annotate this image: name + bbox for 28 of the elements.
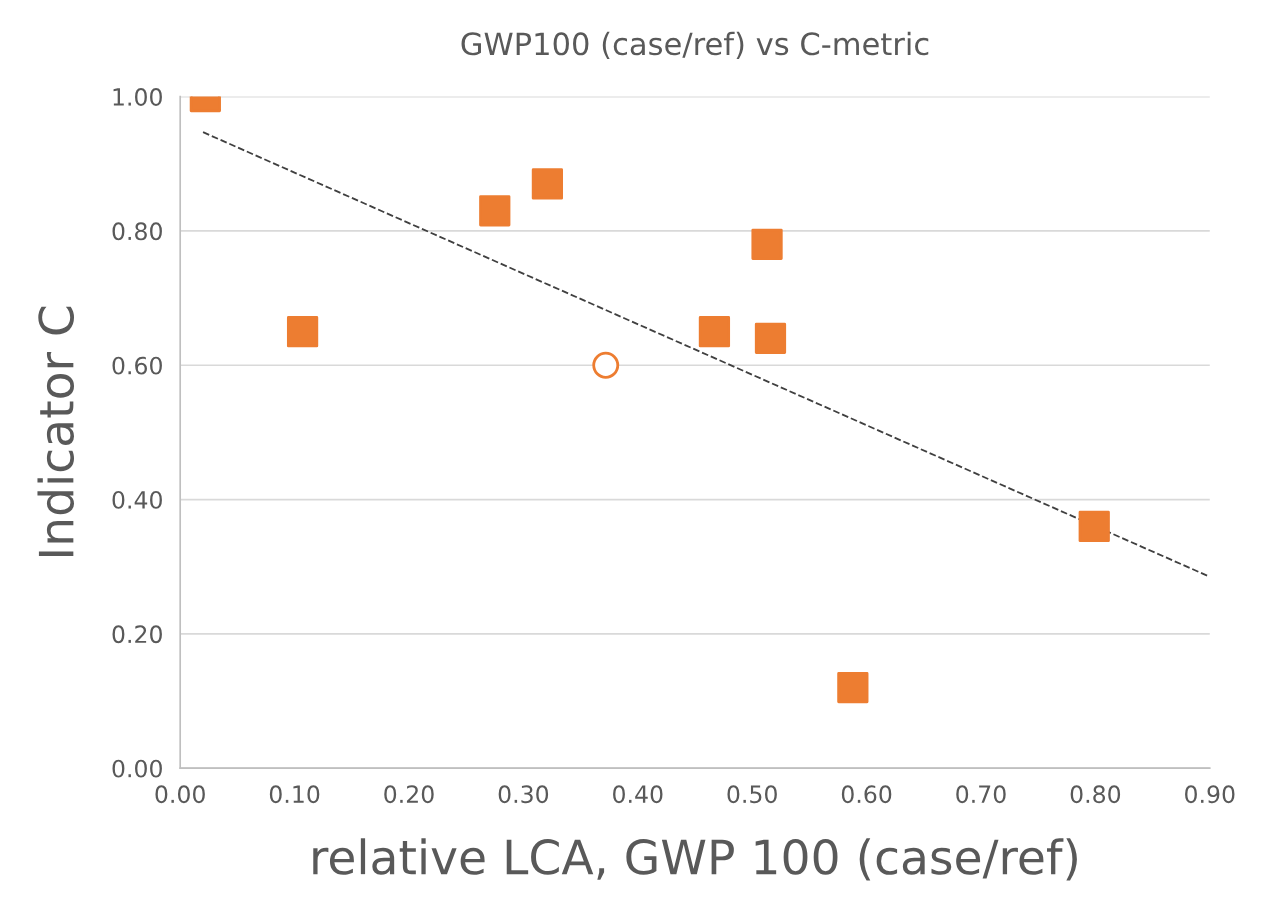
y-tick-label: 0.40: [112, 491, 162, 509]
y-axis-title: Indicator C: [37, 306, 75, 557]
point: [1078, 510, 1110, 543]
y-tick-label: 0.80: [112, 222, 162, 241]
y-tick-label: 0.00: [112, 759, 162, 778]
chart-title: GWP100 (case/ref) vs C-metric: [461, 31, 929, 59]
x-tick-label: 0.30: [498, 785, 549, 804]
x-tick-label: 0.20: [384, 785, 434, 804]
point: [751, 228, 783, 260]
x-tick-label: 0.50: [727, 785, 777, 804]
x-tick-label: 0.80: [1070, 785, 1121, 804]
x-tick-label: 0.10: [269, 785, 320, 804]
y-tick-label: 1.00: [113, 88, 162, 106]
point: [531, 168, 564, 200]
point: [479, 195, 511, 227]
point: [754, 322, 787, 354]
x-tick-label: 0.60: [841, 785, 892, 804]
x-tick-label: 0.40: [613, 785, 663, 804]
point: [592, 351, 620, 379]
x-axis-title: relative LCA, GWP 100 (case/ref): [313, 838, 1077, 881]
point: [698, 316, 731, 348]
x-tick-label: 0.90: [1185, 785, 1235, 804]
point: [837, 671, 869, 704]
y-tick-label: 0.60: [112, 356, 162, 375]
y-tick-label: 0.20: [112, 625, 162, 644]
x-tick-label: 0.70: [956, 785, 1006, 804]
point: [286, 316, 319, 348]
x-tick-label: 0.00: [155, 785, 205, 804]
